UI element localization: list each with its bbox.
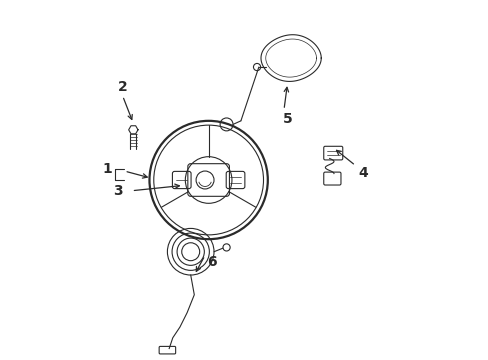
Text: 2: 2 — [118, 80, 127, 94]
Text: 5: 5 — [282, 112, 292, 126]
Text: 4: 4 — [357, 166, 367, 180]
Text: 1: 1 — [102, 162, 112, 176]
Text: 6: 6 — [207, 256, 217, 270]
Text: 3: 3 — [113, 184, 122, 198]
